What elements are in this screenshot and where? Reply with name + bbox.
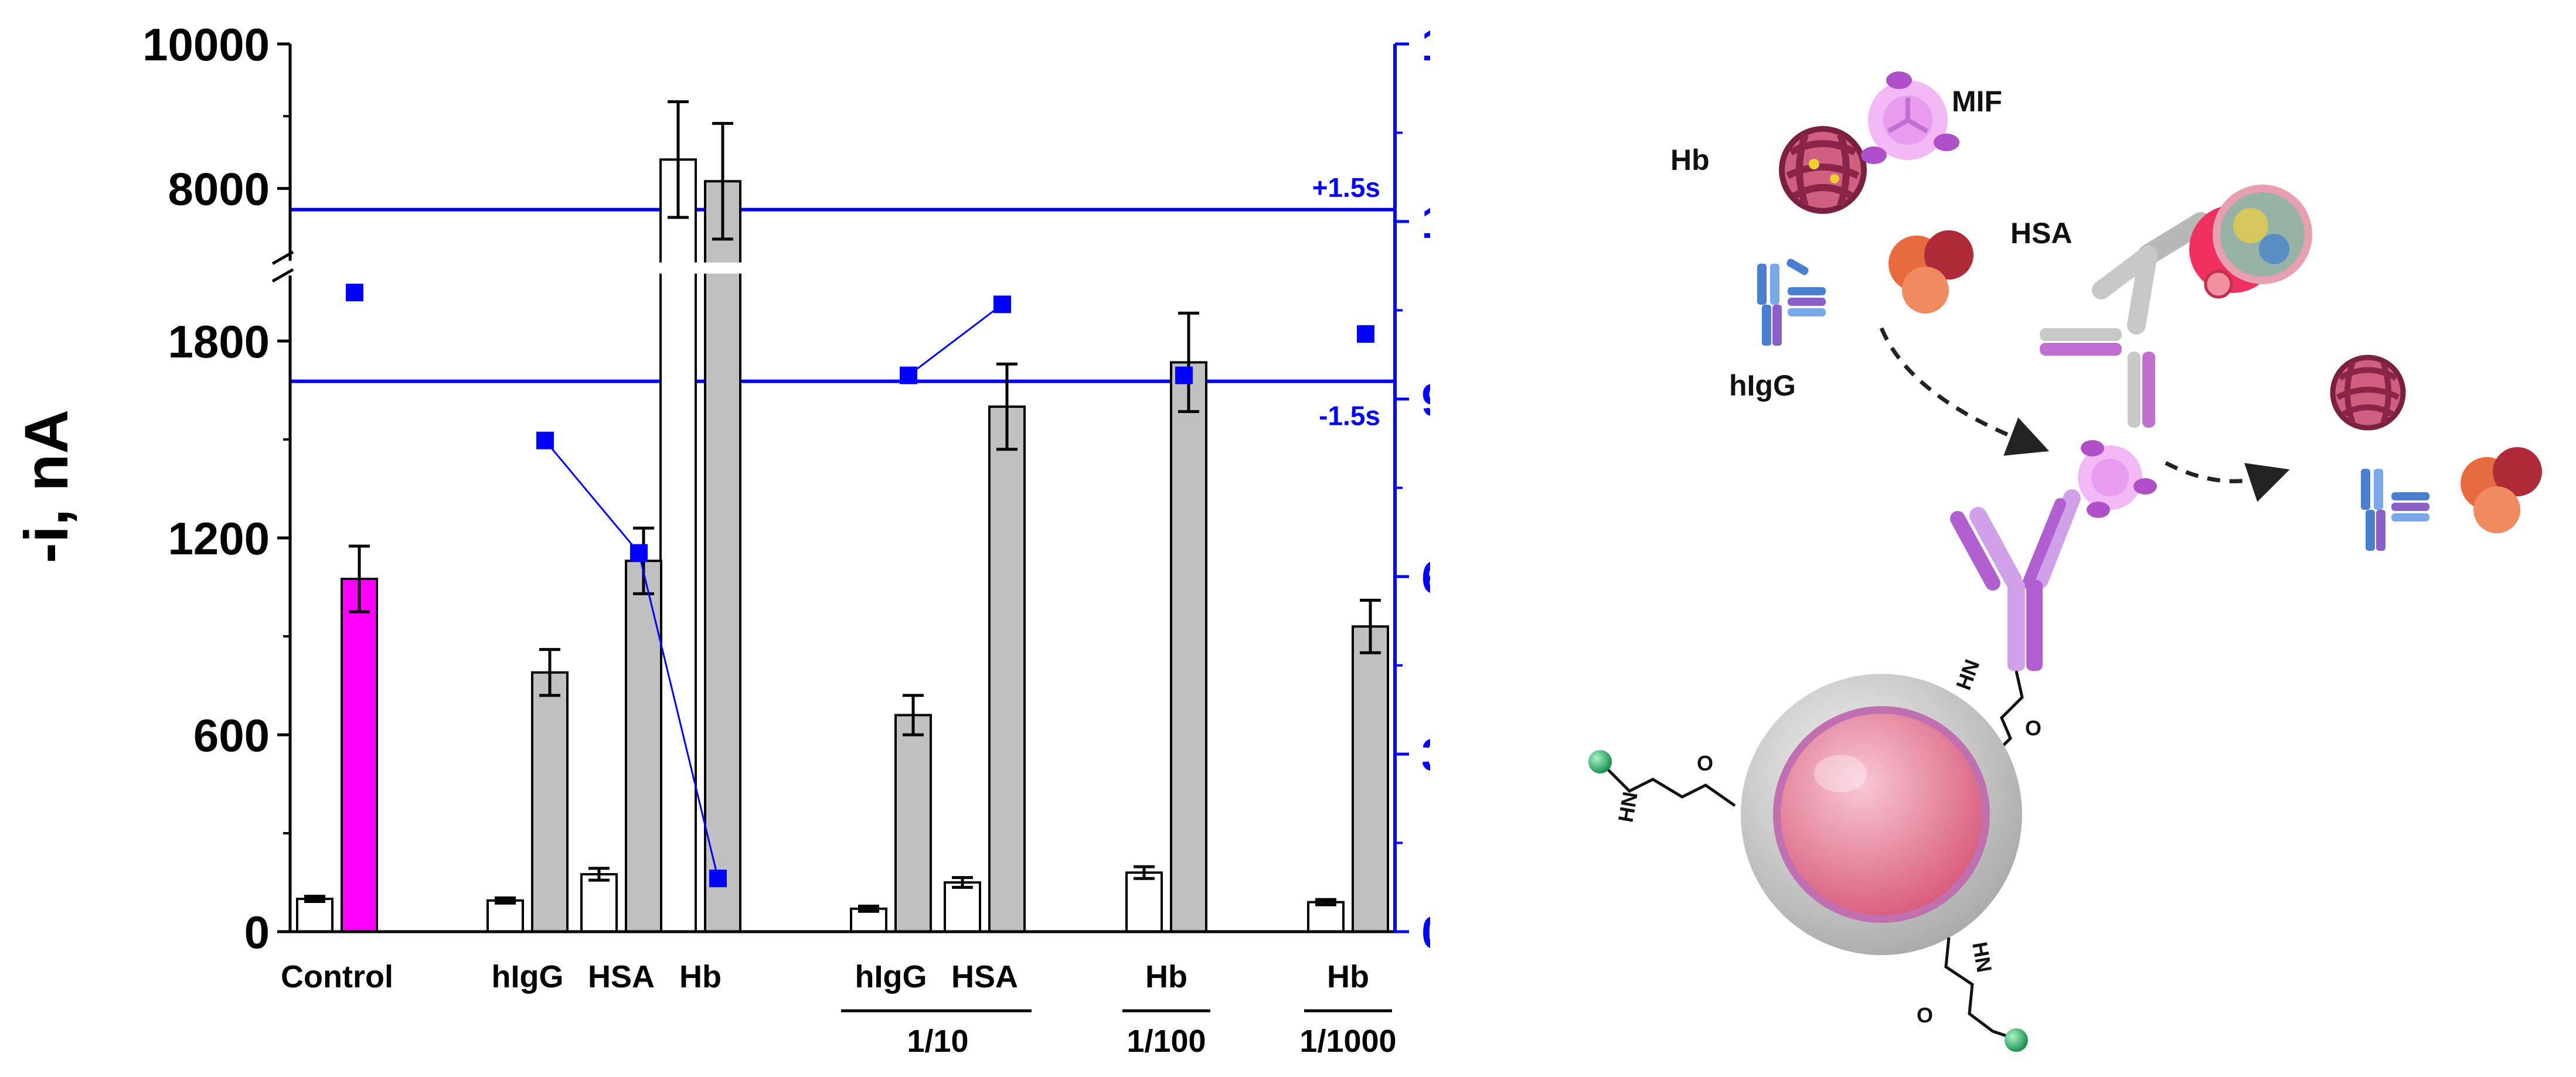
tb-point [900,366,917,384]
hsa-molecule-icon [1888,230,1973,313]
bar [894,714,932,933]
right-tick-label: 6 [1421,551,1430,603]
tb-point [709,870,727,888]
right-tick-label: 3 [1421,729,1430,781]
hb-released-icon [2330,355,2406,431]
binding-arrow-icon [1879,327,2050,456]
right-tick-label: 0 [1421,906,1430,958]
carbonyl-label-3: O [1917,1003,1933,1027]
higg-label: hIgG [1729,369,1796,402]
axis-break-mark [271,250,294,265]
amide-label-2: HN [1614,790,1642,824]
mif-molecule-icon [1861,71,1959,164]
category-label: Hb [1327,959,1369,994]
tb-point [1175,366,1193,384]
category-label: hIgG [492,959,564,994]
tb-point [536,431,554,449]
hsa-label: HSA [2010,217,2073,250]
category-label: HSA [951,959,1018,994]
right-tick-label: 12 [1421,196,1430,248]
bar [1125,871,1163,933]
category-label: Hb [679,959,722,994]
hsa-released-icon [2461,447,2542,533]
category-label: Hb [1145,959,1187,994]
tb-connector [544,439,640,554]
bar [1352,625,1389,933]
tb-point [1357,325,1374,343]
left-tick-label: 600 [193,710,270,761]
left-tick-label: 0 [244,906,270,958]
left-tick-label: 8000 [168,163,270,215]
higg-released-icon [2361,469,2429,551]
carbonyl-label-2: O [1697,751,1713,775]
hb-bound-icon [2189,185,2312,299]
left-linker-icon: HN O [1588,750,1736,824]
assay-schematic: Hb MIF HSA hIgG [1588,71,2542,1052]
carbonyl-label-1: O [2025,716,2041,740]
hb-molecule-icon [1779,126,1867,214]
category-label: hIgG [855,959,927,994]
bar [1170,361,1207,933]
mif-bound-icon [2078,440,2157,518]
right-tick-label: 15 [1421,19,1430,70]
tb-connector [908,304,1003,376]
bar [625,560,662,933]
mif-label: MIF [1952,85,2002,118]
reference-line-label: +1.5s [1312,172,1380,203]
hb-label: Hb [1670,144,1710,176]
tb-point [630,544,648,562]
dilution-label: 1/100 [1127,1024,1206,1059]
bar [1307,901,1345,933]
bottom-linker-icon: HN O [1917,937,2028,1052]
tb-point [346,284,363,302]
bar [944,881,981,933]
bar [988,405,1026,933]
bar [341,578,378,933]
detection-antibody-icon [2040,212,2211,428]
amide-label-3: HN [1968,940,1996,974]
right-tick-label: 9 [1421,374,1430,425]
higg-antibody-icon [1757,258,1826,346]
bar [580,873,618,933]
dilution-label: 1/10 [907,1024,968,1059]
dilution-label: 1/1000 [1299,1024,1396,1059]
magnetic-bead-icon [1741,674,2022,955]
bar-chart: +1.5s -1.5s 0 600 1200 1800 8000 10000 0 3 6 9 12 15 -… [12,19,1430,1059]
left-tick-label: 1800 [168,316,270,367]
left-axis-title: -i, nA [12,410,81,563]
bar [659,158,697,933]
tb-point [993,295,1011,313]
bar [296,898,334,933]
category-label: Control [281,959,393,994]
left-tick-label: 10000 [142,19,270,70]
reference-line-label: -1.5s [1319,401,1380,431]
axis-break-mark [271,268,294,283]
bar [486,899,524,933]
amide-label-1: HN [1951,656,1984,693]
left-tick-label: 1200 [168,513,270,564]
category-label: HSA [588,959,655,994]
capture-antibody-icon [1950,489,2081,671]
release-arrow-icon [2165,461,2290,502]
bar [531,671,569,933]
bar [704,180,741,933]
axis-break-gap [292,263,1393,274]
tb-connector [638,553,719,879]
